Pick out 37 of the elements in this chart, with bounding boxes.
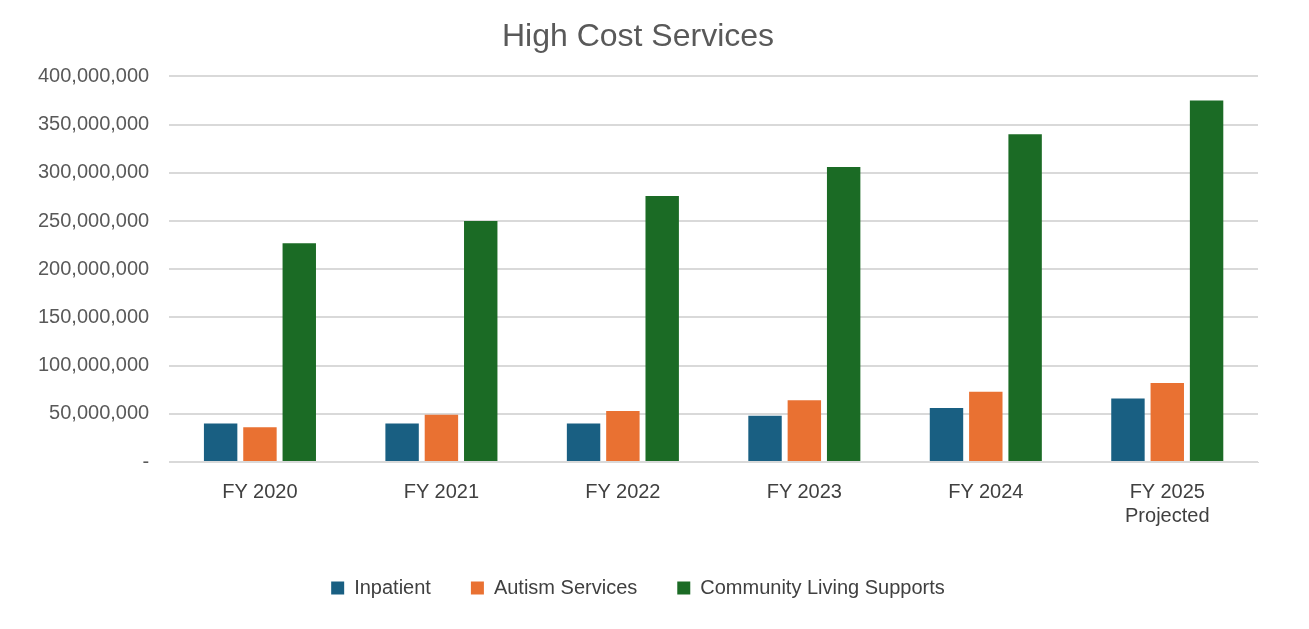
bar <box>424 414 459 461</box>
bar <box>1008 134 1042 461</box>
bar <box>566 423 601 461</box>
y-tick-label: 300,000,000 <box>37 160 150 183</box>
y-tick-label: 250,000,000 <box>37 208 150 231</box>
bar <box>1150 382 1184 461</box>
bar <box>1111 398 1145 461</box>
bar <box>826 167 861 461</box>
legend-label: Community Living Supports <box>700 575 945 598</box>
y-tick-label: 100,000,000 <box>37 353 150 376</box>
y-tick-label: 50,000,000 <box>49 401 150 424</box>
x-tick-label: FY 2023 <box>766 479 842 502</box>
y-tick-label: - <box>142 449 150 472</box>
x-tick-label: FY 2022 <box>585 479 661 502</box>
bar <box>243 427 277 461</box>
y-tick-label: 400,000,000 <box>37 63 150 86</box>
bar <box>645 195 679 461</box>
chart-title: High Cost Services <box>501 17 775 54</box>
bar <box>929 408 964 461</box>
y-tick-label: 350,000,000 <box>37 112 150 135</box>
bar <box>1189 100 1224 461</box>
legend-label: Autism Services <box>493 575 638 598</box>
y-tick-label: 200,000,000 <box>37 256 150 279</box>
x-tick-label: FY 2021 <box>403 479 480 502</box>
y-tick-label: 150,000,000 <box>37 304 150 327</box>
legend-label: Inpatient <box>354 575 432 598</box>
bar <box>282 243 316 461</box>
bar <box>385 423 419 461</box>
x-tick-label: FY 2024 <box>948 479 1024 502</box>
bar <box>203 423 238 461</box>
bar <box>606 410 640 461</box>
bar <box>464 221 498 461</box>
x-tick-label: FY 2025 Projected <box>1125 479 1210 526</box>
x-tick-label: FY 2020 <box>222 479 298 502</box>
bar <box>787 400 822 461</box>
bar <box>748 415 782 461</box>
bar <box>969 391 1003 461</box>
